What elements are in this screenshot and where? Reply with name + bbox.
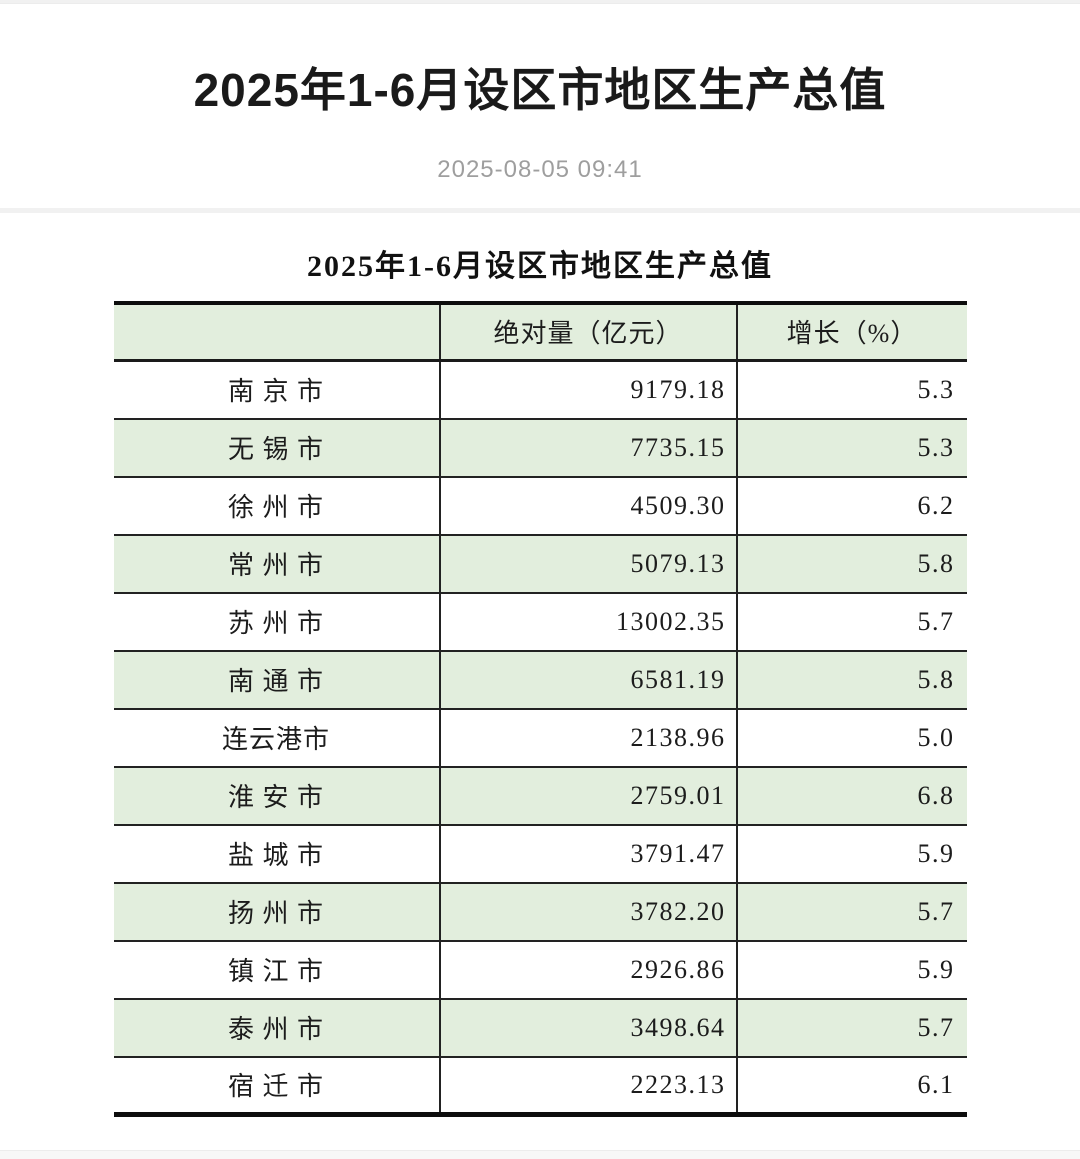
city-cell: 常 州 市 (113, 534, 440, 594)
page-title: 2025年1-6月设区市地区生产总值 (193, 64, 887, 116)
city-cell: 宿 迁 市 (227, 1072, 324, 1102)
growth-cell: 5.9 (735, 940, 967, 1000)
city-cell: 淮 安 市 (113, 766, 440, 826)
table-row: 泰 州 市 3498.64 5.7 (113, 998, 967, 1058)
table-row: 扬 州 市 3782.20 5.7 (113, 882, 967, 942)
article-header: 2025年1-6月设区市地区生产总值 2025-08-05 09:41 (0, 4, 1080, 184)
value-cell: 13002.35 (438, 592, 737, 652)
table-row: 徐 州 市 4509.30 6.2 (113, 476, 967, 536)
city-cell: 盐 城 市 (113, 824, 440, 884)
value-cell: 5079.13 (438, 534, 737, 594)
value-cell: 3791.47 (438, 824, 737, 884)
top-divider (0, 0, 1080, 4)
table-row: 宿 迁 市 2223.13 6.1 (114, 1056, 967, 1115)
col-header-growth: 增长（%） (735, 302, 967, 362)
city-cell: 苏 州 市 (113, 592, 440, 652)
growth-cell: 5.7 (735, 882, 967, 942)
growth-cell: 5.7 (735, 592, 967, 652)
city-cell: 无 锡 市 (113, 418, 440, 478)
city-cell: 南 京 市 (113, 360, 440, 420)
value-cell: 2223.13 (438, 1056, 737, 1115)
table-header-row: 绝对量（亿元） 增长（%） (113, 302, 967, 362)
growth-cell: 5.7 (735, 998, 967, 1058)
table-head: 绝对量（亿元） 增长（%） (113, 302, 967, 362)
table-row: 淮 安 市 2759.01 6.8 (113, 766, 967, 826)
growth-cell: 6.8 (735, 766, 967, 826)
growth-cell: 5.3 (735, 418, 967, 478)
growth-cell: 5.9 (735, 824, 967, 884)
growth-cell: 6.1 (735, 1056, 967, 1115)
growth-cell: 5.3 (735, 360, 967, 420)
city-cell: 扬 州 市 (113, 882, 440, 942)
value-cell: 4509.30 (438, 476, 737, 536)
value-cell: 2926.86 (438, 940, 737, 1000)
col-header-city (113, 302, 440, 362)
table-row: 南 京 市 9179.18 5.3 (113, 360, 967, 420)
value-cell: 3498.64 (438, 998, 737, 1058)
city-cell: 徐 州 市 (113, 476, 440, 536)
city-cell: 泰 州 市 (113, 998, 440, 1058)
table-row: 连云港市 2138.96 5.0 (113, 708, 967, 768)
table-row: 苏 州 市 13002.35 5.7 (113, 592, 967, 652)
value-cell: 2138.96 (438, 708, 737, 768)
table-body: 南 京 市 9179.18 5.3 无 锡 市 7735.15 5.3 徐 州 … (113, 360, 967, 1115)
value-cell: 6581.19 (438, 650, 737, 710)
table-row: 南 通 市 6581.19 5.8 (113, 650, 967, 710)
table-row: 无 锡 市 7735.15 5.3 (113, 418, 967, 478)
city-cell: 南 通 市 (113, 650, 440, 710)
table-caption: 2025年1-6月设区市地区生产总值 (307, 249, 773, 283)
gdp-table: 绝对量（亿元） 增长（%） 南 京 市 9179.18 5.3 无 锡 市 77… (113, 300, 967, 1117)
city-cell: 镇 江 市 (113, 940, 440, 1000)
value-cell: 2759.01 (438, 766, 737, 826)
value-cell: 9179.18 (438, 360, 737, 420)
growth-cell: 5.0 (735, 708, 967, 768)
value-cell: 7735.15 (438, 418, 737, 478)
city-cell: 连云港市 (113, 708, 440, 768)
table-row: 常 州 市 5079.13 5.8 (113, 534, 967, 594)
table-row: 镇 江 市 2926.86 5.9 (113, 940, 967, 1000)
publish-date: 2025-08-05 09:41 (437, 155, 643, 183)
section-divider (0, 207, 1080, 213)
growth-cell: 5.8 (735, 534, 967, 594)
growth-cell: 6.2 (735, 476, 967, 536)
col-header-value: 绝对量（亿元） (438, 302, 737, 362)
table-row: 盐 城 市 3791.47 5.9 (113, 824, 967, 884)
report-section: 2025年1-6月设区市地区生产总值 绝对量（亿元） 增长（%） 南 京 市 9… (0, 213, 1080, 1117)
value-cell: 3782.20 (438, 882, 737, 942)
bottom-divider (0, 1150, 1080, 1159)
growth-cell: 5.8 (735, 650, 967, 710)
